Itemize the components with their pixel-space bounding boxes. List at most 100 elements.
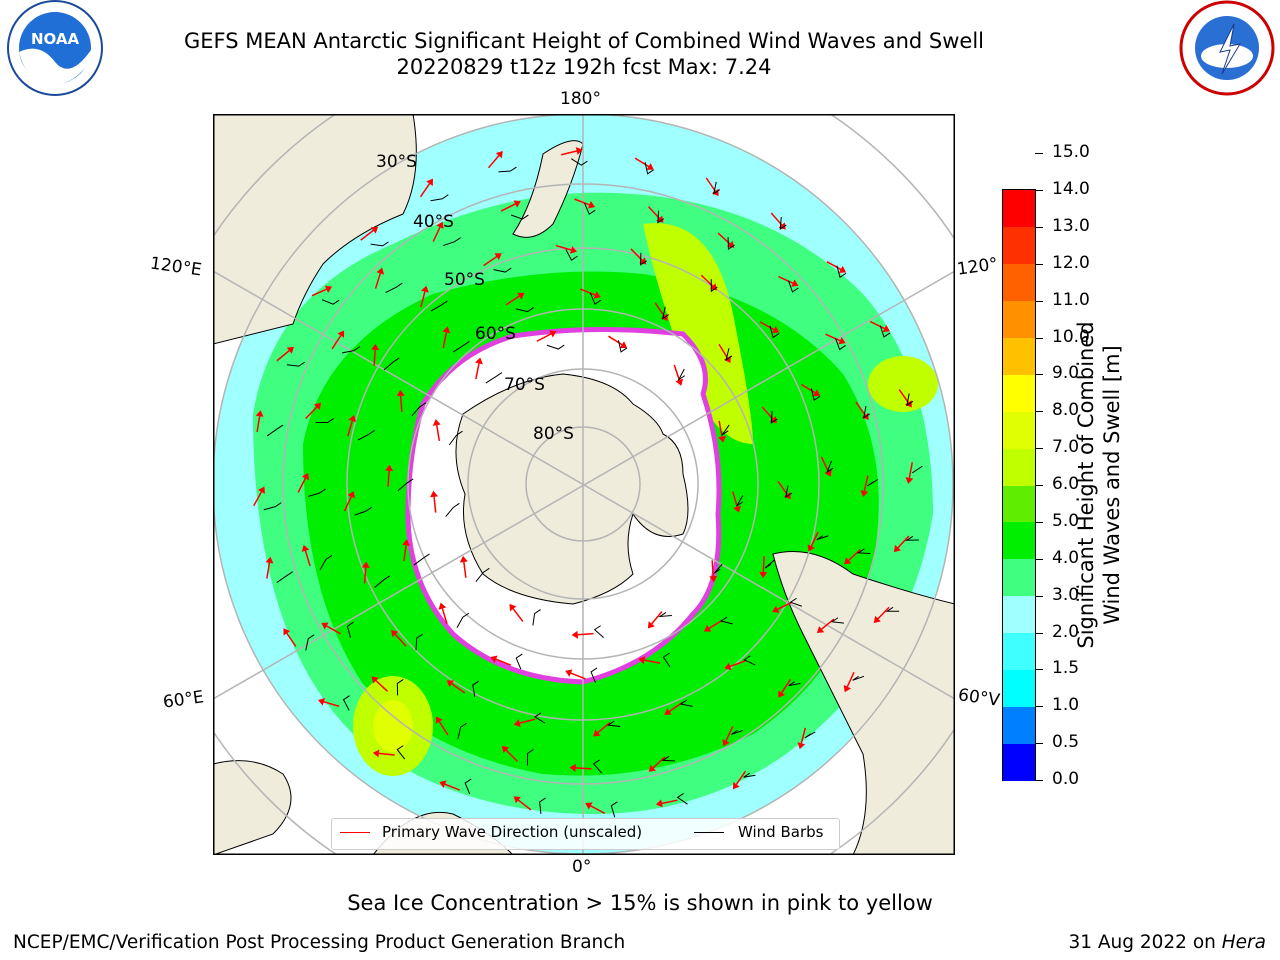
wind-barb	[533, 712, 546, 724]
wave-direction-arrowhead	[446, 680, 454, 688]
wave-direction-arrowhead	[439, 780, 447, 788]
wave-direction-arrowhead	[844, 557, 852, 565]
wind-barb	[307, 488, 326, 497]
wave-direction-arrowhead	[501, 745, 509, 754]
wind-barb	[286, 361, 306, 367]
wave-direction-arrowhead	[703, 624, 712, 632]
wave-direction-arrowhead	[838, 336, 846, 345]
wave-direction-arrowhead	[396, 389, 405, 397]
wind-barb	[565, 249, 578, 261]
wind-barb	[743, 772, 756, 778]
footer-date: 31 Aug 2022 on Hera	[1068, 932, 1266, 953]
colorbar-tick-label: 14.0	[1052, 179, 1090, 199]
wave-direction-arrowhead	[265, 556, 274, 564]
colorbar-tick-mark	[1035, 669, 1043, 671]
colorbar-tick-mark	[1035, 632, 1043, 634]
wave-direction-arrow	[483, 256, 498, 267]
colorbar-tick-label: 3.0	[1052, 584, 1080, 605]
nws-logo	[1179, 0, 1275, 96]
chart-title: GEFS MEAN Antarctic Significant Height o…	[183, 29, 985, 53]
wind-barb	[321, 299, 340, 305]
wind-barb	[396, 745, 406, 760]
wind-barb	[713, 563, 723, 574]
wave-direction-arrow	[343, 496, 352, 512]
wave-direction-arrow	[647, 206, 660, 219]
wave-direction-arrow	[577, 632, 594, 636]
colorbar-tick-label: 1.0	[1052, 695, 1080, 716]
wave-direction-arrowhead	[873, 615, 881, 624]
wind-barb	[736, 495, 744, 507]
wind-barb	[905, 535, 919, 541]
wave-direction-arrow	[436, 424, 441, 441]
colorbar-tick-label: 13.0	[1052, 215, 1090, 236]
colorbar-tick-mark	[1035, 226, 1043, 228]
wave-direction-arrowhead	[565, 669, 573, 677]
wave-direction-arrowhead	[494, 253, 502, 260]
wind-barb	[618, 340, 628, 353]
colorbar-tick-label: 10.0	[1052, 326, 1090, 347]
lon-label-0: 0°	[572, 857, 592, 877]
wind-barb	[385, 282, 403, 294]
wind-barb	[430, 300, 448, 312]
wind-barb	[526, 748, 534, 766]
wind-barb	[769, 325, 780, 339]
wave-direction-arrow	[661, 799, 678, 805]
wind-barb	[430, 194, 449, 202]
wave-direction-arrow	[711, 560, 714, 577]
wave-direction-arrow	[821, 618, 835, 630]
wave-direction-arrow	[373, 349, 376, 366]
wind-barb	[472, 680, 480, 697]
wave-direction-arrow	[323, 701, 340, 708]
wave-direction-arrow	[777, 601, 793, 611]
wind-barb	[370, 241, 389, 247]
wave-direction-arrow	[908, 462, 914, 479]
colorbar-tick-label: 2.0	[1052, 621, 1080, 642]
wave-direction-arrow	[574, 198, 590, 206]
wave-direction-arrowhead	[513, 200, 521, 208]
lat-label-80s: 80°S	[533, 424, 574, 444]
wind-barb	[789, 597, 803, 607]
wave-direction-arrowhead	[348, 415, 357, 422]
wind-barb	[661, 755, 675, 762]
wave-direction-arrowhead	[570, 246, 578, 254]
wave-direction-arrow	[500, 203, 516, 212]
wave-direction-arrow	[898, 389, 909, 404]
wave-direction-arrow	[630, 248, 643, 261]
wave-direction-arrowhead	[571, 630, 579, 639]
wave-direction-arrowhead	[432, 419, 441, 426]
lon-label-180: 180°	[560, 89, 601, 109]
colorbar-band	[1003, 558, 1035, 597]
wind-barb	[787, 280, 799, 293]
wind-barb	[397, 478, 414, 492]
wind-barb	[457, 722, 467, 740]
wave-direction-arrow	[848, 548, 861, 561]
wave-direction-arrowhead	[619, 341, 628, 349]
wave-direction-arrow	[266, 562, 271, 579]
wave-direction-arrowhead	[301, 544, 310, 552]
wave-direction-arrow	[781, 679, 792, 694]
wind-barb	[396, 679, 404, 696]
wave-direction-arrowhead	[724, 662, 732, 671]
colorbar-tick-mark	[1035, 411, 1043, 413]
colorbar-band	[1003, 632, 1035, 670]
wind-barb	[592, 759, 602, 774]
colorbar-tick-mark	[1035, 374, 1043, 376]
lat-label-70s: 70°S	[504, 375, 545, 395]
wave-direction-arrowhead	[286, 346, 294, 354]
wave-direction-arrow	[820, 456, 829, 472]
wind-barb	[764, 559, 775, 569]
wave-direction-arrowhead	[347, 491, 355, 499]
africa-land	[213, 760, 292, 855]
wave-direction-arrow	[705, 177, 716, 192]
wind-barb	[788, 681, 801, 687]
colorbar-tick-label: 4.0	[1052, 547, 1080, 568]
colorbar-tick-mark	[1035, 558, 1043, 560]
colorbar-band	[1003, 300, 1035, 338]
wave-direction-arrow	[487, 155, 500, 169]
wave-direction-arrow	[475, 363, 480, 380]
wave-direction-arrowhead	[513, 796, 521, 804]
colorbar-tick-label: 7.0	[1052, 437, 1080, 458]
colorbar-band	[1003, 448, 1035, 486]
wave-direction-arrowhead	[759, 571, 768, 579]
wave-direction-arrowhead	[593, 729, 601, 737]
